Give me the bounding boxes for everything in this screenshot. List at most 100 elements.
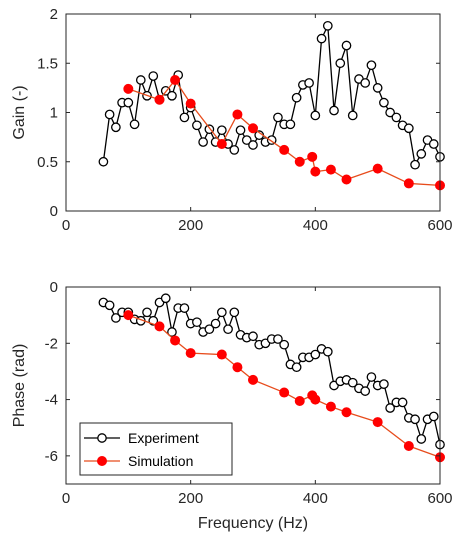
legend-experiment-label: Experiment [128,430,199,446]
phase-experiment-point [397,397,408,408]
phase-experiment-point [385,403,395,413]
phase-x-tick-label: 600 [427,490,452,507]
phase-series-layer [98,293,445,463]
gain-series-2-point [307,151,318,162]
phase-y-axis-label: Phase (rad) [11,344,28,428]
gain-series-1-point [248,140,258,150]
gain-series-2-point [341,174,352,185]
gain-panel: 0 200 400 600 0 0.5 1 1.5 2 Gain (-) [11,6,453,234]
gain-series-1-point [416,149,427,159]
phase-experiment-point [216,307,227,318]
phase-experiment-point [104,300,115,311]
gain-series-1-point [385,107,395,118]
phase-simulation-point [170,335,181,346]
gain-series-1-point [198,137,208,147]
gain-series-1-point [428,139,439,149]
legend-simulation-marker [97,456,107,466]
phase-simulation-point [403,441,414,452]
gain-x-tick-label: 400 [303,217,328,234]
phase-experiment-point [192,317,202,328]
gain-series-2-point [372,163,383,174]
phase-experiment-point [167,327,177,337]
gain-series-2-point [216,139,227,150]
legend: Experiment Simulation [79,422,233,476]
phase-simulation-point [185,348,196,359]
phase-simulation-line [128,314,441,458]
gain-series-2-point [325,164,336,175]
gain-series-1-point [192,120,202,131]
phase-experiment-point [273,334,283,344]
phase-experiment-point [366,372,377,382]
phase-y-tick-label: -4 [45,392,58,409]
phase-simulation-point [154,321,165,332]
phase-experiment-point [204,324,215,335]
gain-series-1-point [335,58,346,69]
gain-series-2-point [403,178,414,189]
phase-experiment-point [179,303,190,313]
phase-simulation-point [294,395,305,406]
phase-simulation-point [279,387,290,398]
gain-series-2-point [232,109,243,120]
phase-experiment-point [360,386,371,396]
gain-x-tick-label: 600 [427,217,452,234]
gain-series-1-point [391,112,402,123]
phase-experiment-point [291,362,302,373]
phase-simulation-point [248,374,258,385]
gain-series-1-point [148,71,159,81]
gain-series-1-point [129,119,140,130]
gain-series-1-point [123,97,134,108]
phase-experiment-point [160,293,171,304]
phase-simulation-point [372,417,383,428]
phase-experiment-point [279,339,290,350]
gain-series-2-point [294,156,305,167]
gain-series-1-point [316,33,327,44]
gain-series-1-point [329,105,339,116]
gain-ticks-layer: 0 200 400 600 0 0.5 1 1.5 2 [37,6,452,234]
gain-series-1-point [111,122,121,133]
phase-experiment-point [223,324,233,335]
legend-simulation-label: Simulation [128,453,193,469]
gain-series-1-point [304,78,314,88]
gain-series-1-point [403,123,414,134]
gain-x-tick-label: 0 [62,217,70,234]
phase-experiment-point [322,346,333,357]
phase-y-tick-label: -6 [45,448,58,465]
gain-y-tick-label: 1 [50,105,58,122]
gain-series-1-point [216,125,227,136]
phase-ticks-layer: 0 200 400 600 -6 -4 -2 0 [45,279,453,507]
gain-y-tick-label: 1.5 [37,55,58,72]
phase-simulation-point [341,407,352,418]
gain-series-1-point [167,90,177,101]
phase-x-axis-label: Frequency (Hz) [198,515,308,532]
gain-series-1-point [104,109,115,120]
gain-series-1-point [322,20,333,31]
gain-series-2-point [248,123,258,134]
phase-experiment-point [310,349,321,360]
gain-series-1-point [241,135,252,145]
phase-x-tick-label: 200 [178,490,203,507]
legend-experiment-marker [97,433,107,443]
legend-box [79,422,233,476]
gain-y-axis-label: Gain (-) [11,85,28,139]
gain-x-tick-label: 200 [178,217,203,234]
phase-simulation-point [325,401,336,412]
gain-series-1-point [379,97,389,108]
gain-series-1-point [235,125,246,136]
gain-series-2-point [185,98,196,109]
phase-y-tick-label: -2 [45,335,58,352]
phase-panel: 0 200 400 600 -6 -4 -2 0 Phase (rad) Frequency … [11,279,453,532]
gain-series-1-point [98,156,109,167]
phase-experiment-point [410,414,420,425]
phase-y-tick-label: 0 [50,279,58,296]
gain-y-tick-label: 0 [50,203,58,220]
gain-series-1-point [410,159,420,170]
gain-series-1-point [179,112,190,123]
gain-y-tick-label: 2 [50,6,58,23]
gain-series-2-point [310,166,321,177]
phase-experiment-point [142,307,152,318]
phase-x-tick-label: 0 [62,490,70,507]
gain-series-1-point [341,40,352,51]
phase-experiment-point [229,307,240,318]
phase-simulation-point [232,362,243,373]
